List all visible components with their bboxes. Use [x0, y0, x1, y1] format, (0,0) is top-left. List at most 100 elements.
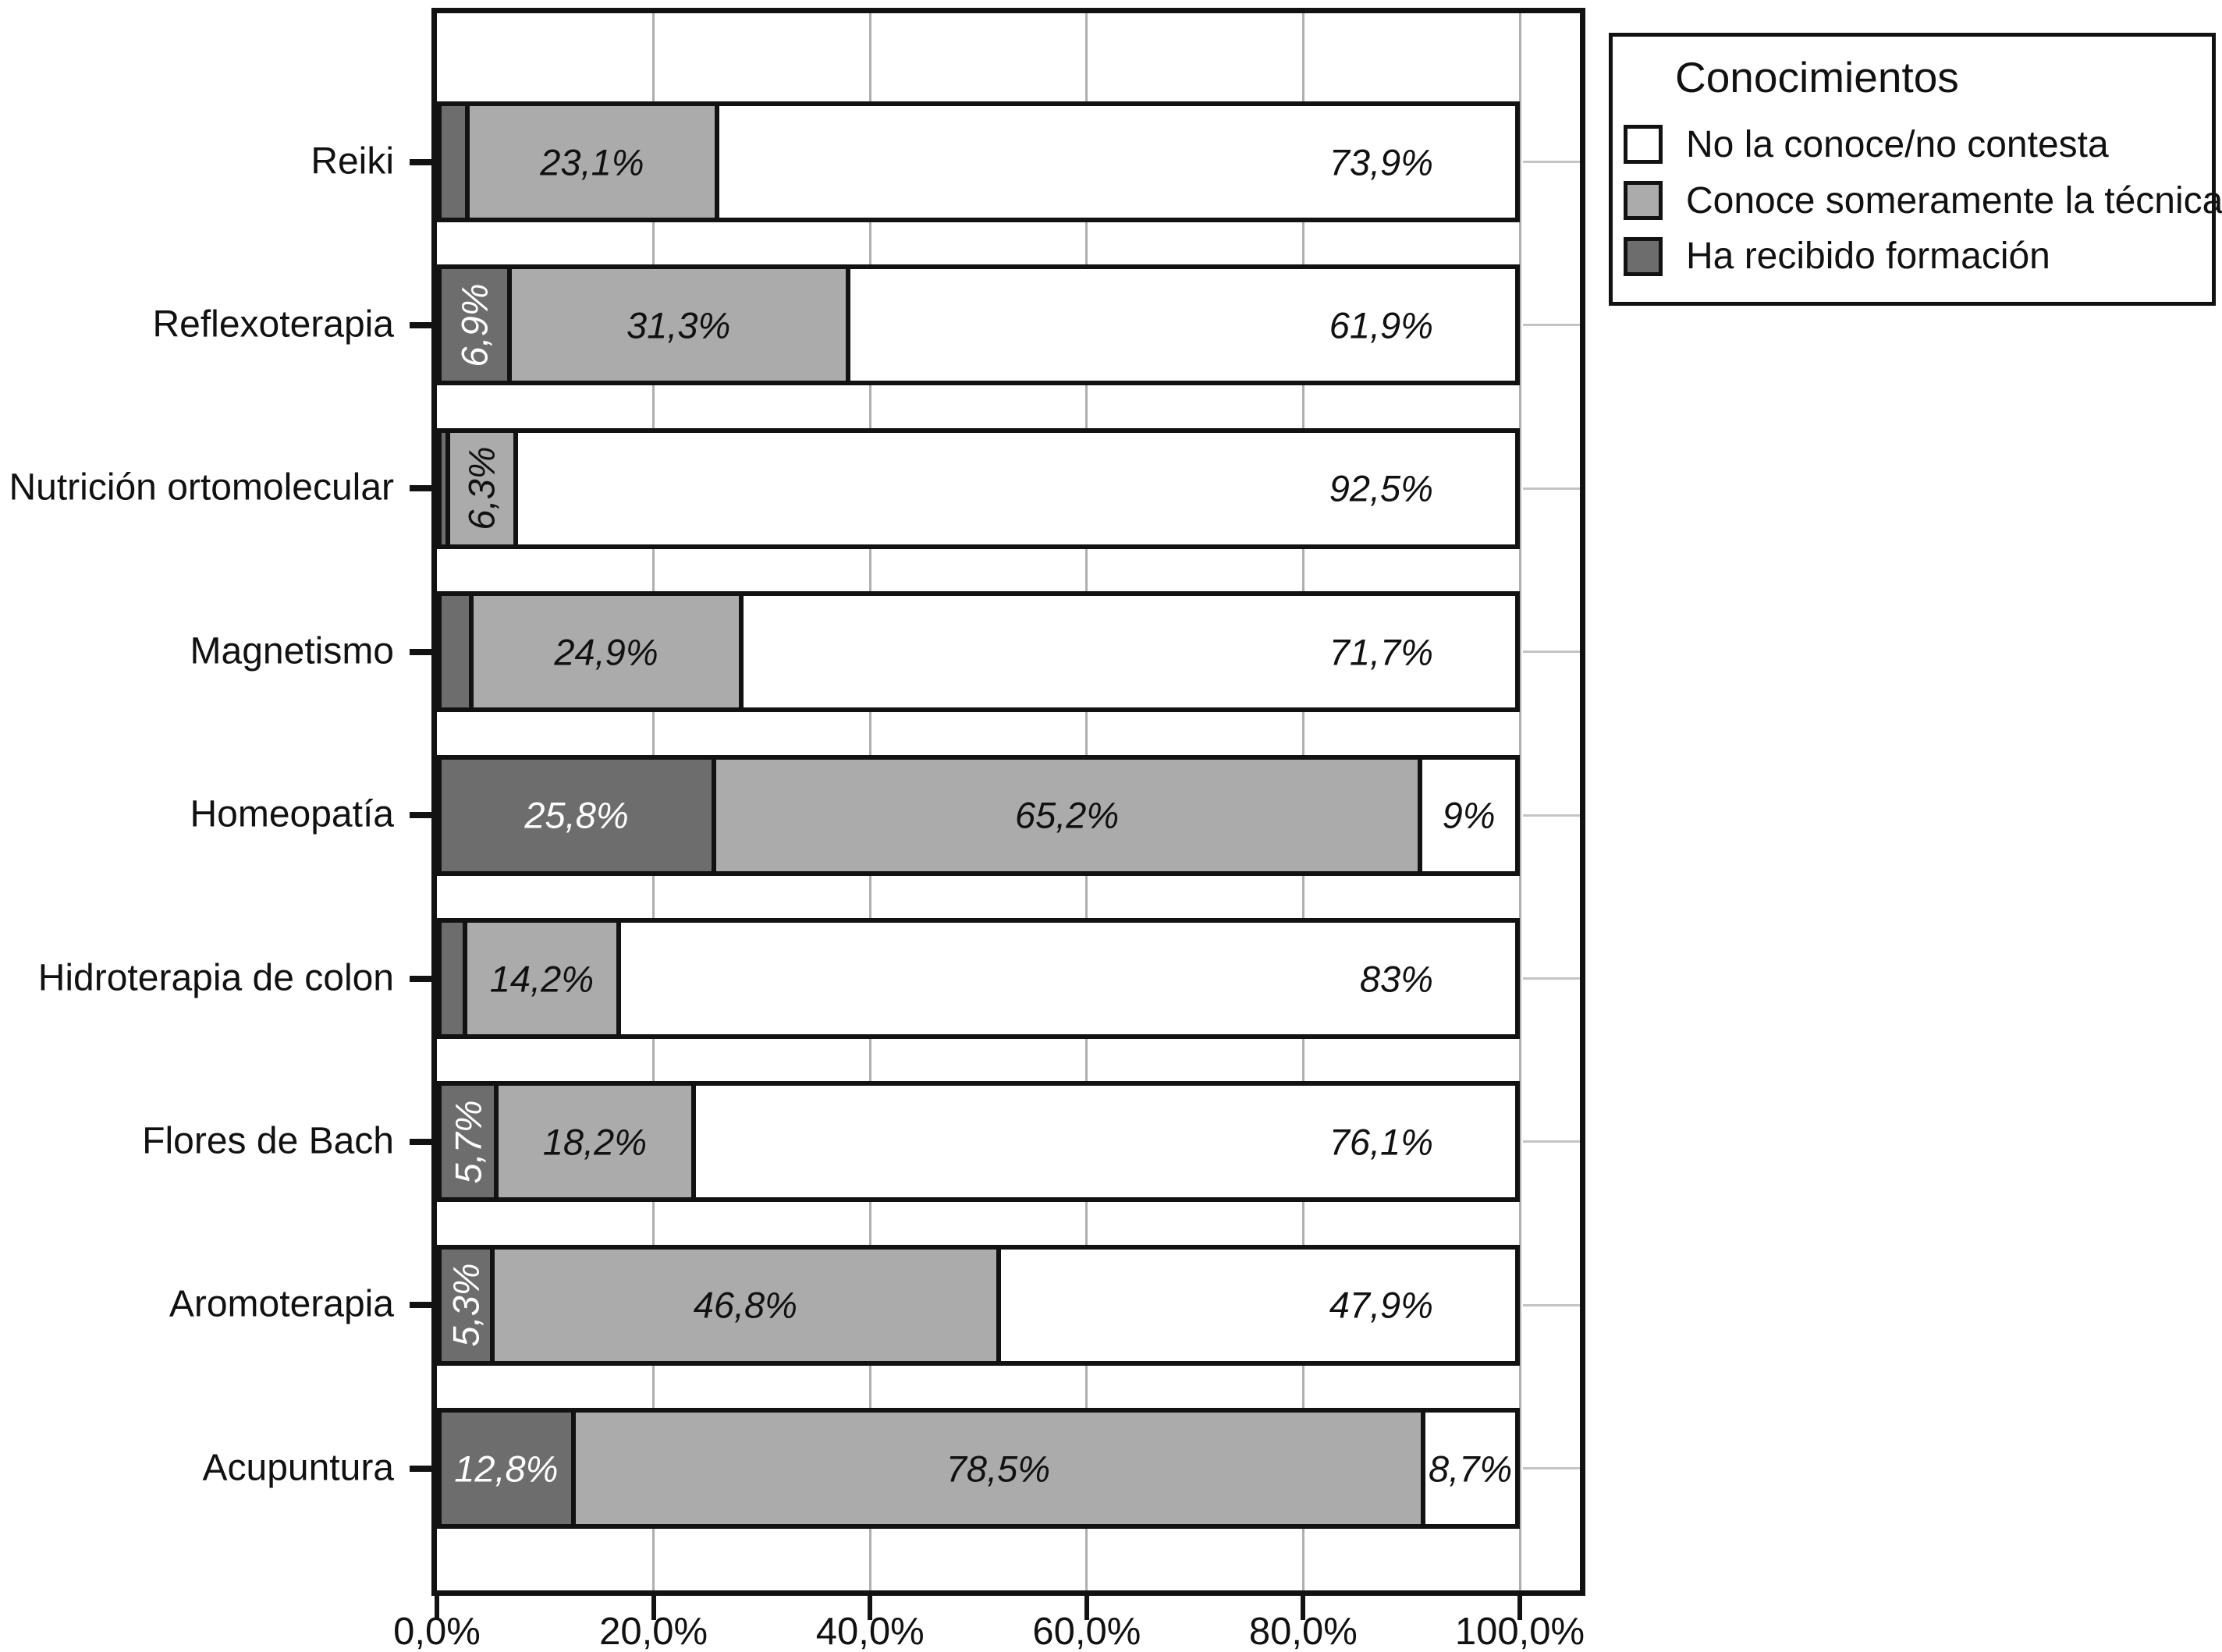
segment-conoce-someramente: 24,9%	[469, 591, 744, 713]
legend: Conocimientos No la conoce/no contesta Co…	[1609, 33, 2222, 306]
legend-swatch	[1624, 181, 1663, 220]
x-axis-tick	[1084, 1596, 1089, 1620]
x-axis-tick	[868, 1596, 873, 1620]
category-label: Reiki	[311, 140, 394, 183]
segment-conoce-someramente: 23,1%	[464, 101, 720, 222]
right-axis-tick	[1523, 1467, 1580, 1470]
segment-ha-recibido-formacion: 6,9%	[437, 264, 512, 386]
segment-conoce-someramente: 6,3%	[445, 427, 519, 549]
category-label: Homeopatía	[190, 793, 395, 835]
segment-ha-recibido-formacion: 25,8%	[437, 754, 717, 876]
x-axis-tick-label: 60,0%	[1032, 1611, 1141, 1652]
segment-ha-recibido-formacion: 5,3%	[437, 1244, 495, 1366]
right-axis-tick	[1523, 1140, 1580, 1143]
segment-value-label: 6,3%	[460, 446, 502, 530]
segment-ha-recibido-formacion	[437, 591, 474, 713]
legend-entry: Conoce someramente la técnica	[1624, 179, 2222, 222]
segment-value-label: 71,7%	[1329, 631, 1433, 673]
x-axis-tick	[1517, 1596, 1522, 1620]
x-axis-tick-label: 0,0%	[393, 1611, 481, 1652]
x-axis-tick	[435, 1596, 439, 1620]
right-axis-tick	[1523, 651, 1580, 654]
x-axis-tick-label: 20,0%	[599, 1611, 708, 1652]
segment-value-label: 83%	[1359, 958, 1433, 999]
category-label: Hidroterapia de colon	[37, 957, 394, 999]
segment-conoce-someramente: 46,8%	[489, 1244, 1002, 1366]
segment-no-la-conoce: 61,9%	[845, 264, 1520, 386]
segment-value-label: 76,1%	[1329, 1121, 1433, 1163]
bar-row: 25,8% 65,2% 9%	[437, 754, 1520, 876]
right-axis-tick	[1523, 161, 1580, 163]
legend-title: Conocimientos	[1675, 53, 1959, 101]
segment-value-label: 18,2%	[542, 1121, 648, 1163]
bar-row: 6,3% 92,5%	[437, 427, 1520, 549]
category-label: Aromoterapia	[169, 1283, 394, 1325]
legend-entry-label: Ha recibido formación	[1686, 236, 2050, 278]
plot-area: 23,1% 73,9% 6,9% 31,3% 61,9% 6,3% 92,5% 24,9% 71…	[431, 8, 1585, 1596]
right-axis-tick	[1523, 1303, 1580, 1306]
segment-value-label: 24,9%	[554, 631, 658, 673]
segment-value-label: 31,3%	[626, 304, 731, 346]
segment-value-label: 78,5%	[946, 1448, 1051, 1490]
right-axis-tick	[1523, 324, 1580, 327]
segment-ha-recibido-formacion: 12,8%	[437, 1408, 576, 1530]
category-tick	[410, 1138, 433, 1145]
category-tick	[410, 812, 433, 819]
segment-conoce-someramente: 31,3%	[506, 264, 850, 386]
bar-row: 14,2% 83%	[437, 918, 1520, 1039]
legend-entry-label: Conoce someramente la técnica	[1686, 179, 2222, 222]
segment-no-la-conoce: 71,7%	[738, 591, 1520, 713]
category-label: Flores de Bach	[142, 1120, 394, 1162]
segment-no-la-conoce: 83%	[616, 918, 1520, 1039]
segment-no-la-conoce: 9%	[1418, 754, 1520, 876]
segment-no-la-conoce: 47,9%	[996, 1244, 1520, 1366]
legend-swatch	[1624, 236, 1663, 276]
segment-value-label: 65,2%	[1014, 794, 1120, 836]
segment-value-label: 8,7%	[1429, 1448, 1513, 1490]
legend-entries: No la conoce/no contesta Conoce someramen…	[1613, 102, 2222, 302]
segment-value-label: 73,9%	[1329, 141, 1433, 183]
segment-value-label: 47,9%	[1329, 1284, 1433, 1326]
category-tick	[410, 485, 433, 492]
right-axis-tick	[1523, 487, 1580, 490]
segment-conoce-someramente: 14,2%	[462, 918, 621, 1039]
segment-value-label: 5,3%	[445, 1263, 487, 1347]
segment-no-la-conoce: 8,7%	[1421, 1408, 1520, 1530]
bar-row: 24,9% 71,7%	[437, 591, 1520, 713]
category-tick	[410, 1302, 433, 1309]
segment-no-la-conoce: 73,9%	[715, 101, 1520, 222]
bar-row: 23,1% 73,9%	[437, 101, 1520, 222]
legend-swatch	[1624, 125, 1663, 165]
category-label: Acupuntura	[202, 1447, 394, 1489]
segment-value-label: 14,2%	[489, 958, 595, 999]
category-tick	[410, 158, 433, 165]
segment-value-label: 6,9%	[453, 283, 495, 367]
x-axis-tick	[1301, 1596, 1306, 1620]
x-axis-tick-label: 100,0%	[1454, 1611, 1585, 1652]
segment-value-label: 61,9%	[1329, 304, 1433, 346]
bar-row: 6,9% 31,3% 61,9%	[437, 264, 1520, 386]
bar-row: 12,8% 78,5% 8,7%	[437, 1408, 1520, 1530]
segment-value-label: 9%	[1442, 794, 1496, 836]
category-tick	[410, 975, 433, 982]
segment-value-label: 23,1%	[540, 141, 644, 183]
segment-value-label: 46,8%	[693, 1284, 797, 1326]
legend-entry: No la conoce/no contesta	[1624, 123, 2212, 166]
legend-entry-label: No la conoce/no contesta	[1686, 123, 2109, 165]
segment-value-label: 5,7%	[447, 1100, 489, 1184]
segment-no-la-conoce: 76,1%	[690, 1081, 1520, 1203]
x-axis-tick	[651, 1596, 656, 1620]
x-axis-tick-label: 40,0%	[815, 1611, 925, 1652]
right-axis-tick	[1523, 977, 1580, 980]
category-tick	[410, 648, 433, 655]
segment-conoce-someramente: 18,2%	[494, 1081, 696, 1203]
segment-no-la-conoce: 92,5%	[513, 427, 1520, 549]
segment-value-label: 92,5%	[1329, 467, 1433, 509]
category-label: Magnetismo	[190, 630, 394, 672]
category-label: Nutrición ortomolecular	[9, 466, 394, 509]
segment-value-label: 25,8%	[524, 794, 629, 836]
bar-row: 5,3% 46,8% 47,9%	[437, 1244, 1520, 1366]
segment-value-label: 12,8%	[454, 1448, 559, 1490]
segment-ha-recibido-formacion: 5,7%	[437, 1081, 499, 1203]
